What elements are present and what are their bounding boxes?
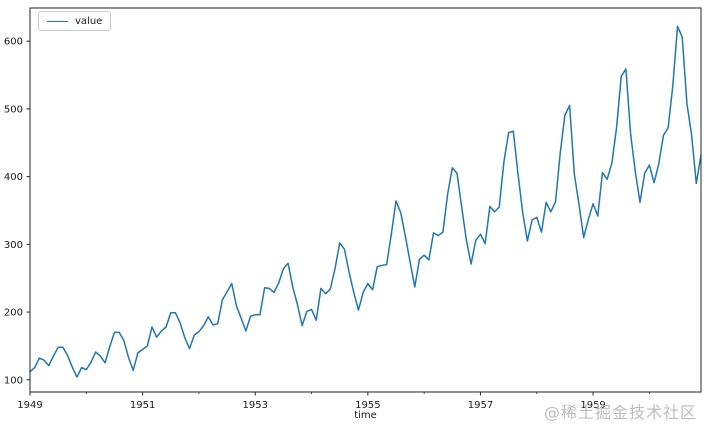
legend-label: value — [75, 15, 103, 27]
y-tick-label: 100 — [4, 375, 23, 386]
x-tick-label: 1959 — [580, 400, 605, 411]
legend-line-sample — [47, 20, 68, 22]
y-tick-label: 200 — [4, 308, 23, 319]
series-line-value — [29, 25, 702, 378]
x-tick-label: 1957 — [468, 400, 493, 411]
y-tick-label: 300 — [4, 240, 23, 251]
x-tick-label: 1955 — [355, 400, 380, 411]
series-layer — [29, 25, 702, 378]
x-axis-label: time — [354, 410, 377, 421]
x-tick-label: 1949 — [17, 400, 42, 411]
y-tick-label: 400 — [4, 172, 23, 183]
y-tick-label: 600 — [4, 37, 23, 48]
axis-ticks: 100 200 300 400 500 600 1949 1951 1953 1955 1957 19… — [4, 37, 650, 411]
x-tick-label: 1953 — [243, 400, 268, 411]
y-tick-label: 500 — [4, 104, 23, 115]
axes-spines — [29, 7, 702, 393]
axes-frame — [29, 7, 702, 393]
x-tick-label: 1951 — [130, 400, 155, 411]
legend[interactable]: value — [38, 11, 112, 31]
